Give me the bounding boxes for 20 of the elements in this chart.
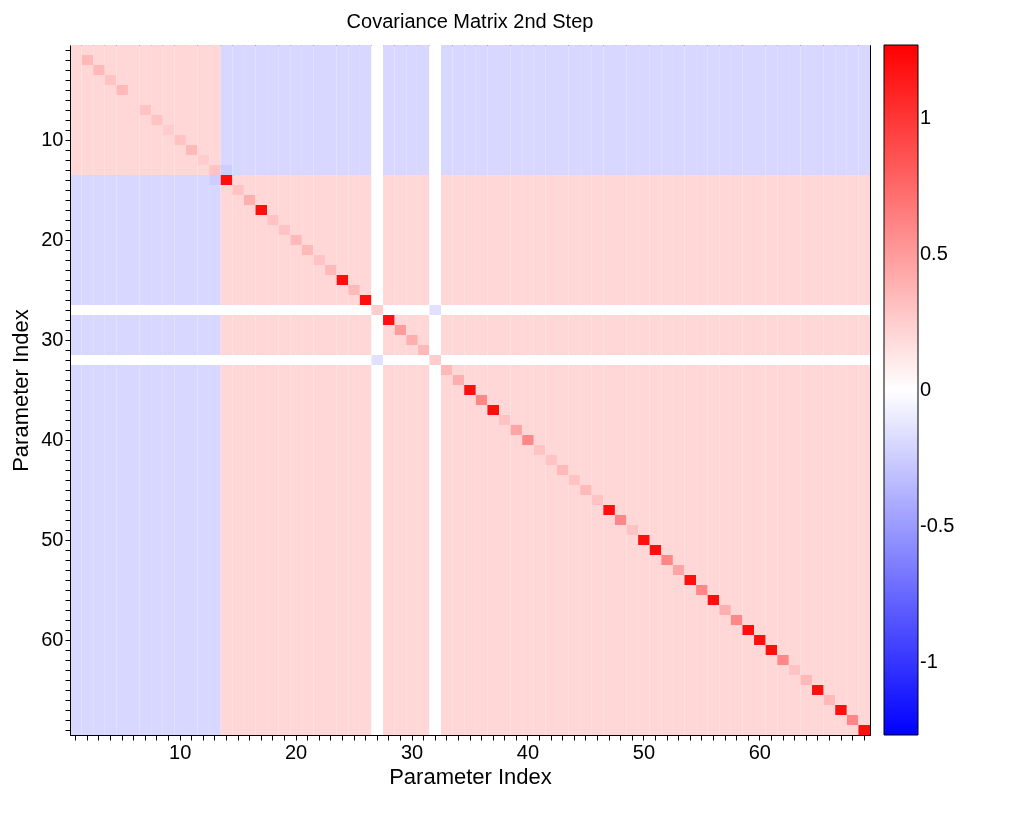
x-tick-label: 60: [748, 740, 771, 763]
x-tick-label: 50: [632, 740, 656, 763]
y-tick-label: 40: [41, 428, 64, 450]
x-tick-label: 20: [284, 740, 308, 763]
y-tick-label: 50: [41, 528, 64, 550]
chart-title: Covariance Matrix 2nd Step: [346, 9, 594, 32]
y-tick-label: 20: [41, 228, 64, 250]
x-tick-label: 40: [516, 740, 540, 763]
x-axis-title: Parameter Index: [389, 763, 552, 789]
color-bar-label: 1: [920, 106, 932, 129]
color-bar-label: 0.5: [920, 242, 948, 265]
y-tick-label: 30: [41, 328, 64, 350]
y-tick-label: 10: [41, 128, 64, 150]
x-tick-label: 30: [400, 740, 424, 763]
x-tick-label: 10: [169, 740, 192, 763]
color-bar-label: -1: [920, 649, 938, 672]
y-axis-title: Parameter Index: [8, 309, 34, 472]
y-tick-label: 60: [41, 628, 64, 650]
color-bar-label: 0: [920, 378, 932, 400]
color-bar-label: -0.5: [920, 513, 955, 536]
